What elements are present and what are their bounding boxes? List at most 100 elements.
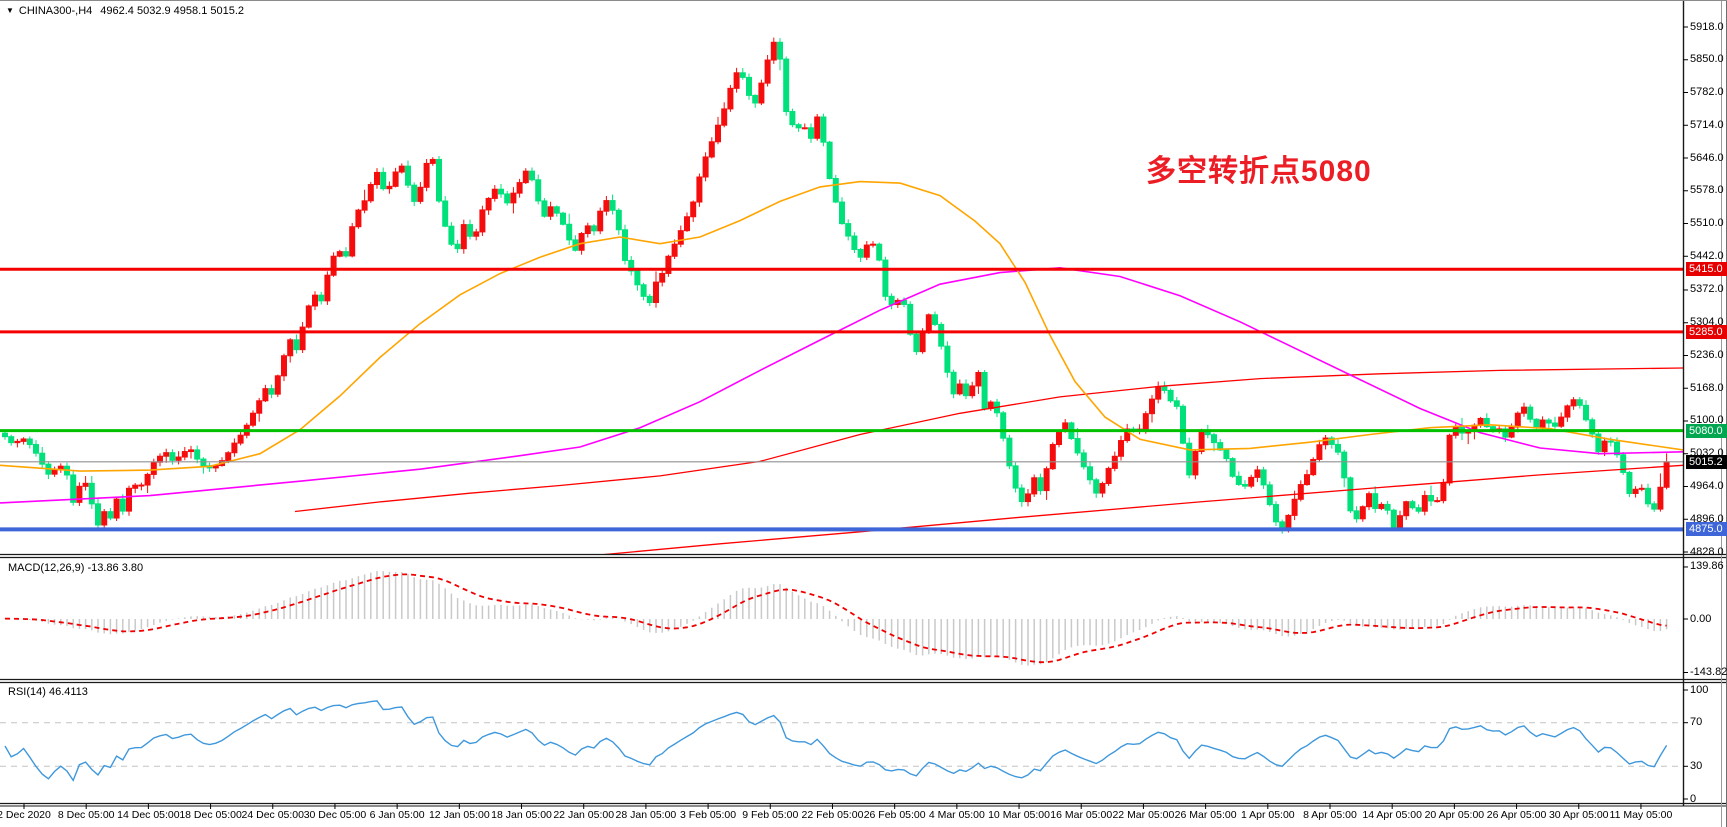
candle-body: [1521, 406, 1527, 414]
candle-body: [1409, 501, 1416, 509]
candle-body: [1514, 412, 1521, 428]
candle-body: [367, 184, 374, 202]
candle-body: [932, 314, 938, 325]
date-tick-label: 16 Mar 05:00: [1050, 809, 1113, 821]
candle-body: [281, 355, 287, 377]
candle-body: [1254, 469, 1261, 478]
candle-body: [721, 108, 728, 126]
candle-body: [659, 272, 666, 283]
candle-body: [380, 171, 387, 190]
candle-body: [1291, 498, 1298, 516]
candle-body: [318, 294, 325, 302]
candle-body: [944, 345, 951, 373]
date-tick-label: 30 Apr 05:00: [1548, 809, 1609, 821]
candle-body: [870, 243, 876, 246]
candle-body: [529, 170, 535, 181]
candle-body: [727, 87, 734, 110]
candle-body: [1651, 503, 1658, 510]
candle-body: [1242, 483, 1248, 487]
candle-body: [746, 76, 752, 96]
candle-body: [1645, 487, 1651, 505]
candle-body: [355, 209, 362, 228]
date-tick-label: 20 Apr 05:00: [1424, 809, 1485, 821]
candle-body: [1378, 503, 1385, 509]
candle-body: [1006, 437, 1013, 467]
candle-body: [454, 243, 461, 250]
candle-body: [1025, 493, 1031, 503]
rsi-panel: [0, 700, 1683, 782]
candle-body: [609, 200, 616, 211]
date-tick-label: 24 Dec 05:00: [241, 809, 304, 821]
candle-body: [615, 209, 622, 231]
candle-body: [975, 371, 982, 387]
candle-body: [770, 41, 777, 61]
candle-body: [1328, 437, 1335, 445]
candle-body: [76, 485, 83, 503]
candle-body: [1397, 515, 1403, 528]
candle-body: [888, 295, 895, 306]
date-tick-label: 26 Feb 05:00: [863, 809, 926, 821]
candle-body: [739, 72, 746, 78]
candle-body: [1583, 404, 1589, 421]
candle-body: [777, 41, 783, 60]
candle-body: [1372, 493, 1379, 509]
candle-body: [1421, 495, 1428, 512]
price-level-badge: 4875.0: [1686, 522, 1727, 537]
symbol-label: CHINA300-,H4: [18, 5, 93, 17]
candle-body: [1118, 440, 1124, 457]
candle-body: [1366, 493, 1372, 508]
rsi-tick-label: 70: [1690, 716, 1703, 729]
candle-body: [349, 226, 356, 257]
price-tick-label: 5578.0: [1690, 184, 1724, 197]
candle-body: [603, 200, 610, 212]
candle-body: [1657, 486, 1664, 510]
candle-body: [144, 473, 151, 486]
candle-body: [851, 235, 858, 250]
candle-body: [1576, 399, 1583, 406]
candle-body: [622, 229, 628, 261]
candle-body: [938, 323, 945, 347]
candle-body: [336, 251, 343, 257]
candle-body: [150, 461, 157, 475]
candle-body: [1155, 386, 1162, 400]
candle-body: [1161, 386, 1168, 391]
candle-body: [1322, 437, 1329, 446]
candle-body: [88, 482, 95, 505]
date-tick-label: 8 Apr 05:00: [1303, 809, 1357, 821]
price-tick-label: 5918.0: [1690, 20, 1724, 33]
rsi-indicator-label: RSI(14) 46.4113: [8, 686, 88, 698]
candle-body: [287, 339, 294, 357]
candle-body: [956, 383, 963, 395]
macd-panel: [4, 570, 1668, 666]
candle-body: [677, 230, 684, 245]
macd-tick-label: 139.86: [1690, 560, 1724, 573]
date-tick-label: 30 Dec 05:00: [303, 809, 367, 821]
collapse-arrow-icon[interactable]: ▼: [6, 6, 14, 15]
candle-body: [578, 233, 585, 251]
candle-body: [808, 127, 814, 139]
candle-body: [132, 484, 139, 489]
candle-body: [560, 212, 566, 225]
candle-body: [752, 94, 759, 104]
candle-body: [343, 251, 349, 257]
candle-body: [312, 294, 318, 307]
candle-body: [708, 141, 715, 158]
candle-body: [640, 284, 647, 297]
candle-body: [758, 82, 765, 104]
candle-body: [330, 255, 337, 276]
date-tick-label: 22 Feb 05:00: [801, 809, 864, 821]
date-tick-label: 1 Apr 05:00: [1240, 809, 1295, 821]
macd-tick-label: 0.00: [1690, 612, 1712, 625]
annotation-text: 多空转折点5080: [1146, 155, 1372, 188]
price-tick-label: 4828.0: [1690, 545, 1724, 558]
candle-body: [1434, 500, 1441, 503]
candle-body: [1601, 440, 1608, 453]
candle-body: [913, 333, 920, 353]
candle-body: [671, 243, 678, 257]
candle-body: [963, 383, 969, 397]
price-tick-label: 5168.0: [1690, 381, 1724, 394]
candle-body: [882, 259, 889, 297]
candle-body: [1638, 487, 1645, 490]
candle-body: [479, 209, 486, 233]
